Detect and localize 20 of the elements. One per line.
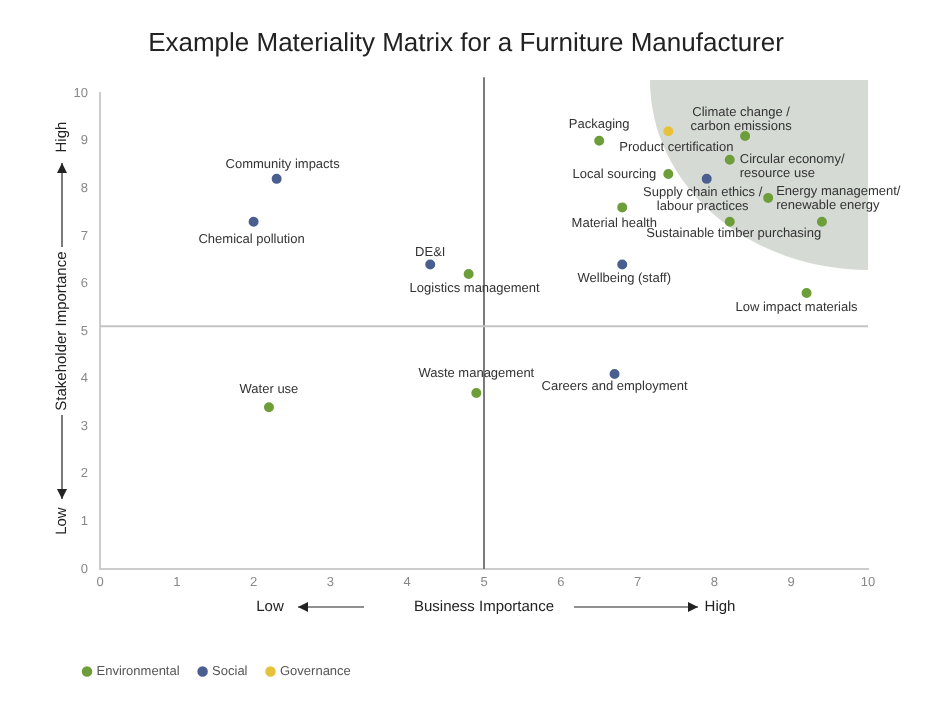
point xyxy=(724,216,735,227)
point xyxy=(724,154,735,165)
chart-title: Example Materiality Matrix for a Furniture Manufacturer xyxy=(148,26,786,57)
point xyxy=(425,259,436,270)
point xyxy=(663,169,674,180)
point xyxy=(248,216,259,227)
point xyxy=(763,192,774,203)
point xyxy=(471,387,482,398)
point xyxy=(816,216,827,227)
point xyxy=(463,269,474,279)
point xyxy=(594,135,605,146)
point xyxy=(740,131,751,142)
point xyxy=(663,126,674,137)
point xyxy=(271,173,282,184)
point xyxy=(617,202,628,213)
point xyxy=(701,173,712,184)
point xyxy=(263,402,274,413)
point xyxy=(617,259,628,270)
point xyxy=(801,288,812,299)
point xyxy=(609,368,620,379)
